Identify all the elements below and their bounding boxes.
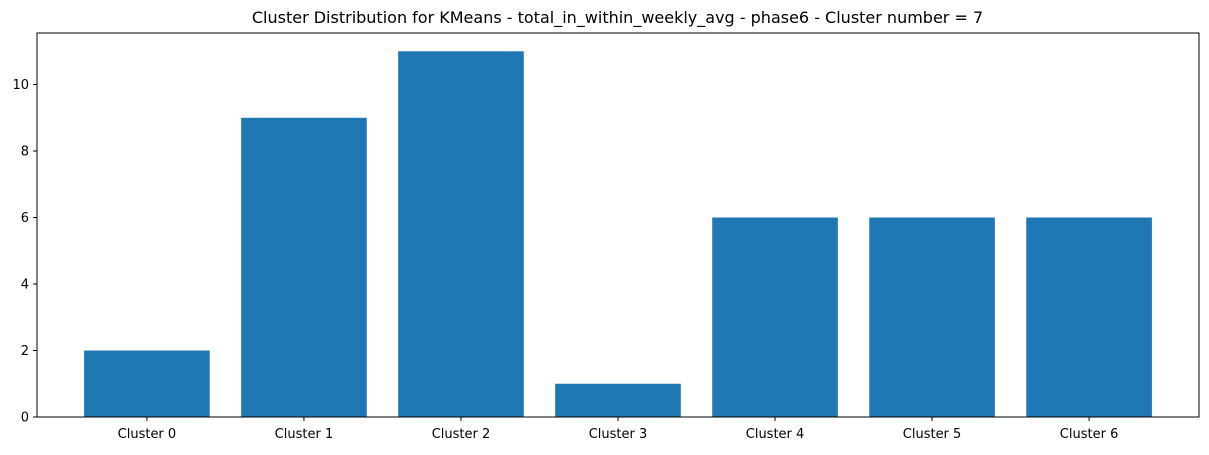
bar-cluster-3 <box>555 383 681 417</box>
bar-cluster-6 <box>1026 217 1152 417</box>
x-tick-label: Cluster 3 <box>589 427 648 442</box>
x-axis: Cluster 0 Cluster 1 Cluster 2 Cluster 3 Clus… <box>118 417 1119 442</box>
x-tick-label: Cluster 5 <box>903 427 962 442</box>
bar-cluster-0 <box>84 350 210 417</box>
y-tick-label: 0 <box>21 411 29 426</box>
y-tick-label: 4 <box>21 278 29 293</box>
y-tick-label: 8 <box>21 145 29 160</box>
x-tick-label: Cluster 1 <box>275 427 334 442</box>
bar-cluster-5 <box>869 217 995 417</box>
bar-cluster-4 <box>712 217 838 417</box>
x-tick-label: Cluster 6 <box>1060 427 1119 442</box>
bars-group <box>84 51 1152 418</box>
bar-cluster-2 <box>398 51 524 418</box>
y-axis: 0 2 4 6 8 10 <box>12 78 37 426</box>
x-tick-label: Cluster 4 <box>746 427 805 442</box>
bar-cluster-1 <box>241 117 367 417</box>
plot-frame <box>36 32 1200 418</box>
x-tick-label: Cluster 2 <box>432 427 491 442</box>
chart-title: Cluster Distribution for KMeans - total_… <box>252 8 983 28</box>
y-tick-label: 6 <box>21 211 29 226</box>
y-tick-label: 10 <box>12 78 29 93</box>
x-tick-label: Cluster 0 <box>118 427 177 442</box>
y-tick-label: 2 <box>21 344 29 359</box>
